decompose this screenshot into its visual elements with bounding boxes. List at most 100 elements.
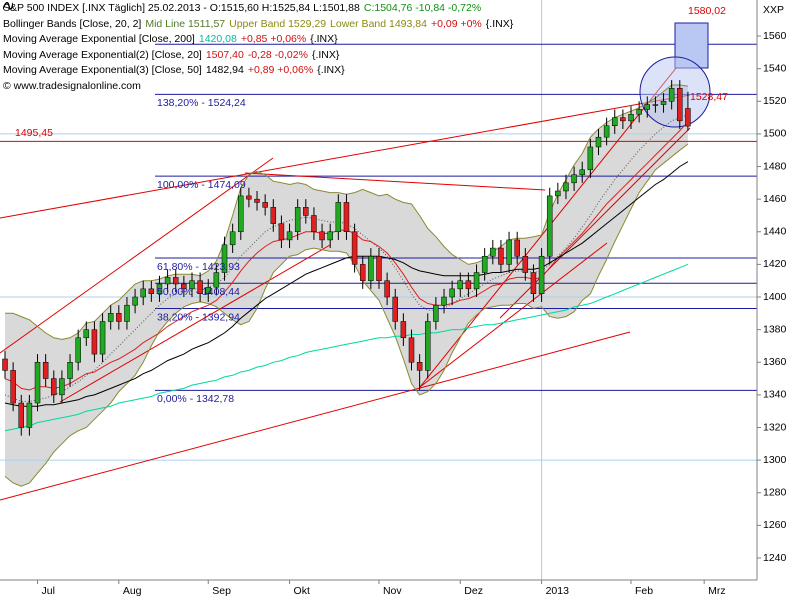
candle-body: [156, 283, 163, 295]
candle-body: [83, 329, 90, 339]
legend-text: C:1504,76 -10,84 -0,72%: [363, 2, 482, 14]
candle-body: [132, 296, 138, 306]
legend-row: Moving Average Exponential(3) [Close, 50…: [3, 2, 513, 79]
candle-body: [685, 108, 691, 127]
candle-body: [628, 114, 634, 122]
candle-body: [327, 231, 333, 241]
candle-body: [416, 362, 423, 371]
x-tick-label: Aug: [123, 585, 142, 597]
legend-text: 1482,94: [205, 64, 244, 77]
candle-body: [75, 337, 81, 363]
candle-body: [229, 231, 236, 246]
candle-body: [124, 304, 130, 322]
candle-body: [522, 255, 529, 273]
fib-label: 100,00% - 1474,09: [157, 179, 246, 191]
legend-row: S&P 500 INDEX [.INX Täglich] 25.02.2013 …: [3, 1, 513, 17]
x-tick-label: 2013: [546, 585, 570, 597]
fib-label: 0,00% - 1342,78: [157, 393, 234, 405]
candle-body: [652, 104, 659, 106]
legend-icon: [3, 2, 13, 10]
candle-body: [351, 231, 358, 265]
candle-body: [67, 362, 73, 379]
trend-line: [0, 157, 274, 354]
legend-text: Upper Band 1529,29: [229, 17, 327, 30]
y-tick-label: 1340: [763, 389, 787, 401]
candle-body: [189, 280, 195, 290]
y-tick-label: 1420: [763, 258, 787, 270]
y-tick-label: 1520: [763, 95, 787, 107]
candle-body: [490, 247, 496, 257]
candle-body: [579, 169, 585, 175]
y-tick-label: 1400: [763, 291, 787, 303]
legend-text: +0,85 +0,06%: [240, 33, 307, 46]
candle-body: [116, 313, 122, 322]
label-layer: 1240 1260 1280 1300 1320 1340 1360 1380 1400 1420…: [15, 5, 787, 597]
legend-text: {.INX}: [310, 33, 338, 46]
legend-text: {.INX}: [317, 64, 345, 77]
legend-text: 1420,08: [198, 33, 237, 46]
candle-body: [425, 321, 431, 371]
mark-layer: [2, 80, 691, 487]
annotation: 1580,02: [688, 5, 726, 17]
candle-body: [384, 280, 390, 298]
legend-text: +0,09 +0%: [430, 17, 482, 30]
y-tick-label: 1560: [763, 30, 787, 42]
candle-body: [603, 125, 610, 138]
legend-text: -0,28 -0,02%: [247, 48, 308, 61]
axis-label: XXP: [763, 4, 784, 16]
candle-body: [278, 223, 285, 241]
x-tick-label: Mrz: [708, 585, 726, 597]
legend-text: Moving Average Exponential(3) [Close, 50…: [3, 64, 202, 77]
candle-body: [286, 231, 293, 241]
candle-body: [10, 370, 16, 404]
candle-body: [59, 378, 65, 396]
x-tick-label: Nov: [383, 585, 402, 597]
trend-line: [419, 242, 608, 388]
candle-body: [368, 255, 374, 281]
candle-body: [612, 117, 618, 127]
legend-text: {.INX}: [311, 48, 340, 61]
candle-body: [262, 202, 268, 208]
bollinger-lower: [4, 143, 689, 487]
legend-text: Bollinger Bands [Close, 20, 2]: [3, 17, 142, 30]
x-tick-label: Sep: [212, 585, 231, 597]
candle-body: [530, 272, 537, 295]
y-tick-label: 1240: [763, 552, 787, 564]
candle-body: [197, 280, 203, 295]
candle-body: [303, 207, 309, 216]
candle-body: [677, 87, 683, 122]
candle-body: [465, 280, 472, 290]
candle-body: [246, 195, 252, 200]
drawing-layer: [0, 22, 711, 501]
candle-body: [359, 264, 366, 281]
y-tick-label: 1500: [763, 128, 787, 140]
candle-body: [498, 247, 504, 265]
fib-label: 138,20% - 1524,24: [157, 97, 246, 109]
candle-body: [172, 277, 179, 285]
annotation: 1528,47: [690, 91, 728, 103]
trend-line: [59, 244, 331, 403]
icon-path: [3, 2, 13, 10]
candle-body: [636, 109, 642, 115]
legend-row: Moving Average Exponential [Close, 200] 1…: [3, 2, 513, 48]
moving-average: [4, 161, 689, 407]
candle-body: [563, 182, 569, 192]
candle-body: [457, 280, 464, 290]
candle-body: [400, 321, 407, 339]
x-tick-label: Okt: [294, 585, 310, 597]
candle-body: [18, 402, 25, 428]
candle-body: [668, 87, 675, 102]
candle-body: [481, 255, 488, 273]
legend-text: © www.tradesignalonline.com: [3, 79, 141, 92]
x-tick-label: Jul: [42, 585, 55, 597]
candle-body: [392, 296, 398, 322]
moving-average: [4, 263, 689, 432]
candle-body: [294, 207, 301, 233]
legend-text: Lower Band 1493,84: [330, 17, 427, 30]
legend: S&P 500 INDEX [.INX Täglich] 25.02.2013 …: [3, 1, 513, 95]
candle-body: [91, 329, 98, 355]
y-tick-label: 1540: [763, 62, 787, 74]
focus-circle: [639, 56, 711, 128]
candle-body: [140, 288, 146, 298]
